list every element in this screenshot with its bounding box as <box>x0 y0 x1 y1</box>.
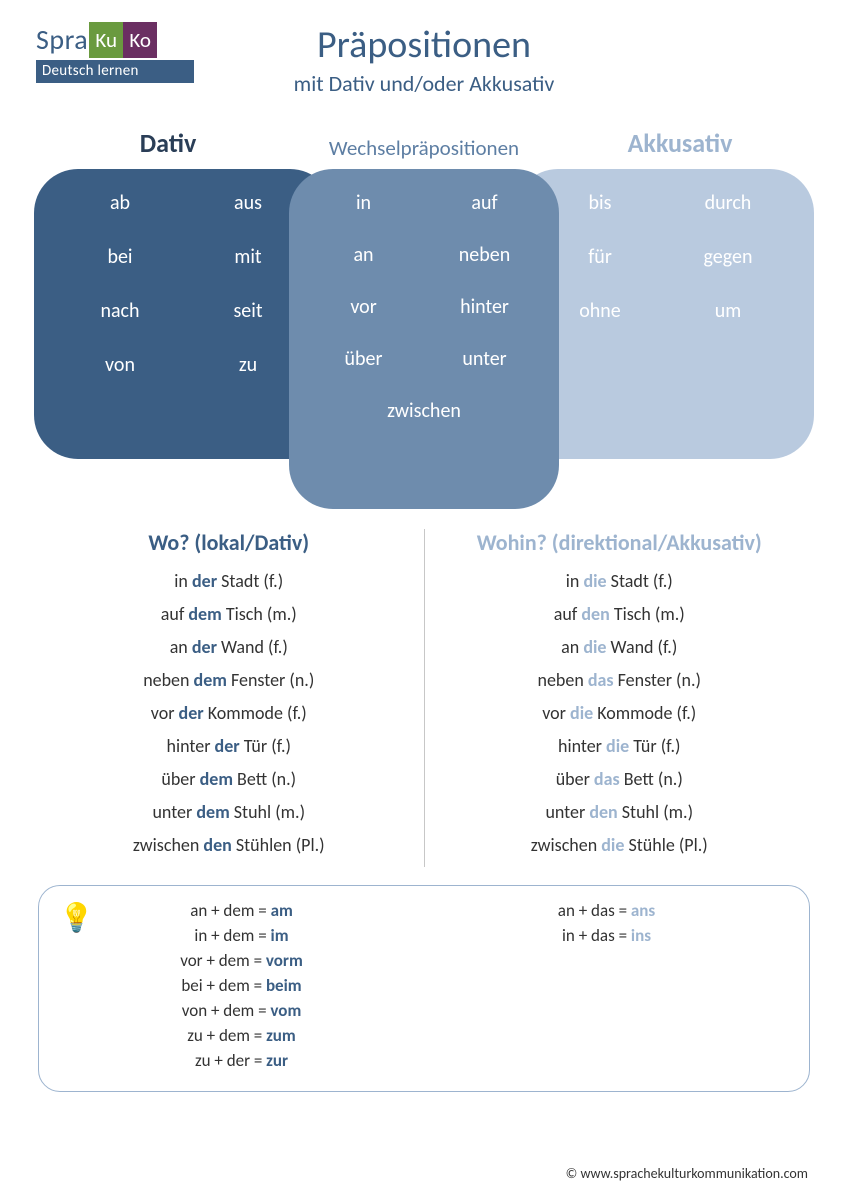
preposition-row: inauf <box>289 191 559 215</box>
example-line: an der Wand (f.) <box>34 636 424 658</box>
preposition-word: bei <box>56 245 184 269</box>
preposition-row: ohneum <box>514 299 814 323</box>
example-line: hinter der Tür (f.) <box>34 735 424 757</box>
preposition-row: bisdurch <box>514 191 814 215</box>
contractions-dativ-column: an + dem = am in + dem = im vor + dem = vo… <box>59 900 424 1075</box>
contractions-tip-box: 💡 an + dem = am in + dem = im vor + dem = … <box>38 885 810 1092</box>
contraction-line: in + das = ins <box>424 925 789 946</box>
contraction-line: in + dem = im <box>59 925 424 946</box>
example-line: in die Stadt (f.) <box>425 570 815 592</box>
preposition-word: über <box>303 347 424 371</box>
example-line: auf dem Tisch (m.) <box>34 603 424 625</box>
preposition-word: auf <box>424 191 545 215</box>
example-line: neben das Fenster (n.) <box>425 669 815 691</box>
heading-wechsel: Wechselpräpositionen <box>296 127 552 161</box>
example-line: an die Wand (f.) <box>425 636 815 658</box>
contraction-line: von + dem = vom <box>59 1000 424 1021</box>
example-line: über das Bett (n.) <box>425 768 815 790</box>
lightbulb-icon: 💡 <box>59 900 94 935</box>
examples-wo-title: Wo? (lokal/Dativ) <box>34 529 424 556</box>
footer-copyright: © www.sprachekulturkommunikation.com <box>566 1165 808 1182</box>
example-line: zwischen den Stühlen (Pl.) <box>34 834 424 856</box>
logo-tagline: Deutsch lernen <box>36 60 194 83</box>
examples-wo-column: Wo? (lokal/Dativ) in der Stadt (f.) auf d… <box>34 529 425 867</box>
contraction-line: vor + dem = vorm <box>59 950 424 971</box>
preposition-word: zwischen <box>303 399 545 423</box>
contraction-line: zu + der = zur <box>59 1050 424 1071</box>
examples-wohin-title: Wohin? (direktional/Akkusativ) <box>425 529 815 556</box>
preposition-word: um <box>664 299 792 323</box>
example-line: über dem Bett (n.) <box>34 768 424 790</box>
preposition-row: überunter <box>289 347 559 371</box>
venn-diagram: abausbeimitnachseitvonzu bisdurchfürgege… <box>34 169 814 509</box>
heading-akkusativ: Akkusativ <box>552 127 808 161</box>
example-line: vor der Kommode (f.) <box>34 702 424 724</box>
preposition-word: vor <box>303 295 424 319</box>
preposition-row: zwischen <box>289 399 559 423</box>
example-line: in der Stadt (f.) <box>34 570 424 592</box>
example-line: vor die Kommode (f.) <box>425 702 815 724</box>
preposition-row: fürgegen <box>514 245 814 269</box>
preposition-word: unter <box>424 347 545 371</box>
preposition-row: vorhinter <box>289 295 559 319</box>
contraction-line: bei + dem = beim <box>59 975 424 996</box>
logo-spra: Spra <box>36 22 89 58</box>
venn-wechsel-blob: inauf anneben vorhinter überunter zwischen <box>289 169 559 509</box>
preposition-word: ab <box>56 191 184 215</box>
preposition-word: durch <box>664 191 792 215</box>
logo-ku: Ku <box>89 22 123 58</box>
preposition-word: neben <box>424 243 545 267</box>
contraction-line: an + das = ans <box>424 900 789 921</box>
examples-section: Wo? (lokal/Dativ) in der Stadt (f.)auf d… <box>34 529 814 867</box>
examples-wohin-column: Wohin? (direktional/Akkusativ) in die St… <box>425 529 815 867</box>
preposition-word: hinter <box>424 295 545 319</box>
logo: Spra Ku Ko Deutsch lernen <box>36 22 194 83</box>
example-line: unter den Stuhl (m.) <box>425 801 815 823</box>
example-line: zwischen die Stühle (Pl.) <box>425 834 815 856</box>
preposition-word: gegen <box>664 245 792 269</box>
example-line: unter dem Stuhl (m.) <box>34 801 424 823</box>
preposition-word: nach <box>56 299 184 323</box>
example-line: hinter die Tür (f.) <box>425 735 815 757</box>
logo-ko: Ko <box>123 22 157 58</box>
contraction-line: zu + dem = zum <box>59 1025 424 1046</box>
heading-dativ: Dativ <box>40 127 296 161</box>
preposition-word: in <box>303 191 424 215</box>
contractions-akkusativ-column: an + das = ans in + das = ins <box>424 900 789 1075</box>
example-line: neben dem Fenster (n.) <box>34 669 424 691</box>
preposition-word: von <box>56 353 184 377</box>
preposition-word: an <box>303 243 424 267</box>
contraction-line: an + dem = am <box>59 900 424 921</box>
venn-akkusativ-blob: bisdurch fürgegen ohneum <box>514 169 814 459</box>
example-line: auf den Tisch (m.) <box>425 603 815 625</box>
preposition-row: anneben <box>289 243 559 267</box>
